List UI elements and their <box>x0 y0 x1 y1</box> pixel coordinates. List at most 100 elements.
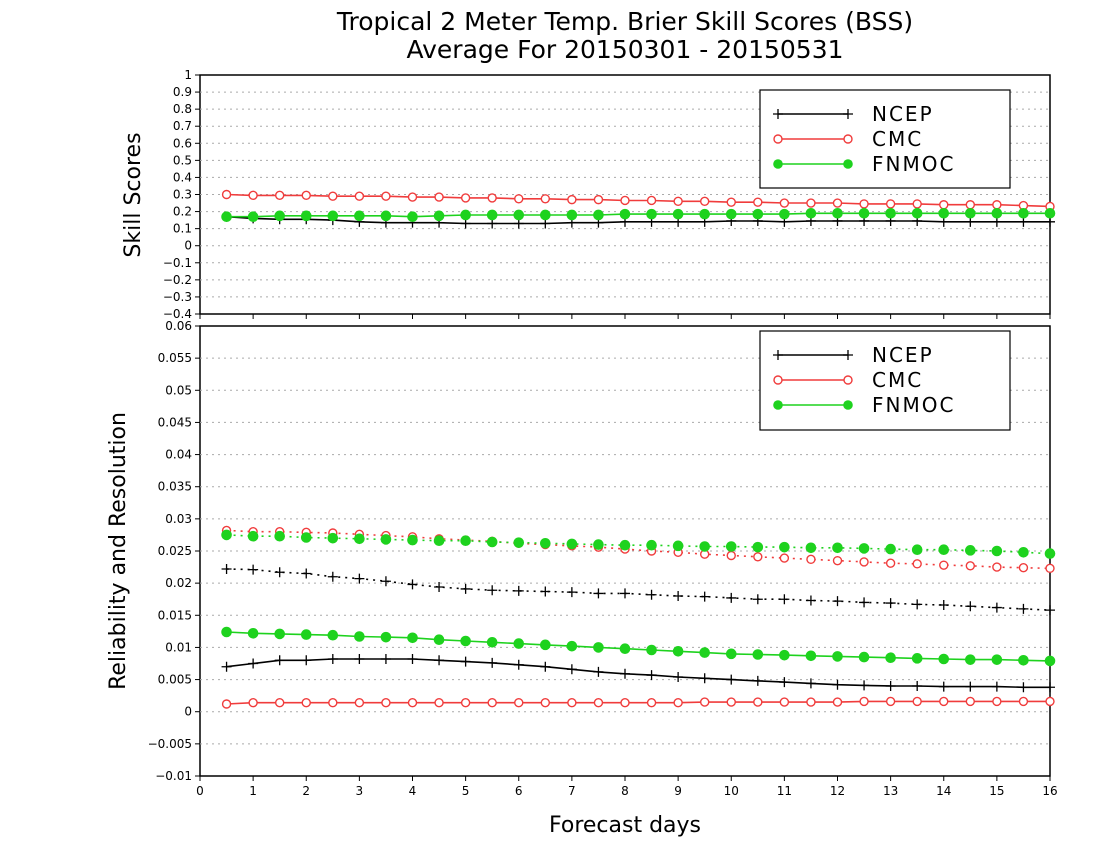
bottom-series-fnmoc-resolution-point <box>938 544 950 556</box>
top-series-cmc-point <box>407 192 418 202</box>
bottom-series-fnmoc-resolution-point <box>672 540 684 552</box>
bottom-series-cmc-reliability-point <box>567 698 577 708</box>
bottom-series-ncep-resolution-point <box>938 600 949 610</box>
x-tick-label: 15 <box>989 784 1004 798</box>
top-series-fnmoc-point <box>672 208 684 220</box>
top-y-tick-label: 1 <box>184 68 192 82</box>
top-legend-label-cmc: CMC <box>872 127 923 151</box>
top-panel: 1 0.9 0.8 0.7 0.6 0.5 0.4 0.3 0.2 0.1 0 −0.1 −0.2 −0.… <box>163 68 1056 321</box>
top-series-cmc-point <box>939 200 949 210</box>
bottom-series-fnmoc-reliability-point <box>327 629 339 641</box>
bottom-series-ncep-reliability-point <box>407 654 418 664</box>
top-y-tick-label: 0.4 <box>173 170 192 184</box>
top-series-cmc-point <box>274 190 285 201</box>
bottom-y-tick-label: 0.035 <box>158 480 192 494</box>
bottom-series-fnmoc-resolution-point <box>646 539 657 551</box>
bottom-series-ncep-reliability-point <box>965 681 976 692</box>
bottom-series-ncep-reliability-point <box>566 664 577 675</box>
bottom-series-fnmoc-reliability-point <box>725 648 737 660</box>
top-series-fnmoc-point <box>619 208 631 220</box>
bottom-series-fnmoc-resolution-point <box>965 545 976 556</box>
bottom-series-cmc-reliability-point <box>859 696 869 707</box>
bottom-series-ncep-resolution-point <box>274 567 285 578</box>
bottom-series-fnmoc-resolution-point <box>354 533 365 545</box>
bottom-series-ncep-reliability-point <box>752 675 763 686</box>
bottom-series-cmc-resolution-point <box>939 560 949 570</box>
top-series-fnmoc-point <box>540 209 551 221</box>
bottom-series-cmc-reliability-point <box>832 697 843 707</box>
bottom-series-fnmoc-reliability-line <box>226 631 1051 662</box>
bottom-series-ncep-reliability-point <box>380 654 391 664</box>
bottom-y-tick-label: −0.01 <box>155 769 192 783</box>
bottom-series-fnmoc-resolution-point <box>221 529 232 541</box>
bottom-series-fnmoc-reliability-point <box>566 640 578 652</box>
top-series-cmc-point <box>992 200 1002 210</box>
bottom-series-ncep-resolution-point <box>593 588 604 599</box>
bottom-series-fnmoc-reliability-point <box>407 632 418 644</box>
top-series-fnmoc-point <box>779 208 790 220</box>
bottom-series-cmc-resolution-point <box>859 557 869 567</box>
bottom-series-ncep-resolution-point <box>301 568 312 579</box>
top-series-fnmoc-point <box>858 207 870 219</box>
bottom-series-fnmoc-resolution-point <box>885 543 896 555</box>
bottom-series-fnmoc-resolution-point <box>832 542 843 554</box>
bottom-series-cmc-reliability-point <box>354 698 365 708</box>
top-legend-marker <box>843 109 853 119</box>
bottom-series-cmc-reliability-point <box>992 696 1002 707</box>
bottom-series-ncep-reliability-point <box>327 654 338 664</box>
bottom-series-ncep-reliability-point <box>274 655 285 666</box>
bottom-series-fnmoc-reliability-point <box>911 653 923 664</box>
bottom-series-ncep-reliability-point <box>301 655 312 666</box>
bottom-series-cmc-reliability-point <box>912 696 922 707</box>
bottom-series-ncep-resolution-point <box>620 588 630 599</box>
top-series-cmc-point <box>514 194 524 204</box>
bottom-series-ncep-reliability-point <box>593 666 604 677</box>
bottom-legend-marker <box>843 375 853 385</box>
top-series-cmc-point <box>460 193 471 203</box>
bottom-series-cmc-reliability-point <box>1018 696 1029 707</box>
bottom-series-cmc-reliability-point <box>248 698 258 708</box>
bottom-series-ncep-reliability-point <box>487 657 498 668</box>
top-series-cmc-point <box>832 198 843 208</box>
bottom-series-ncep-resolution-point <box>513 585 524 596</box>
top-series-fnmoc-point <box>327 210 339 222</box>
bottom-series-ncep-reliability-point <box>1018 682 1029 693</box>
bottom-series-ncep-reliability-point <box>991 681 1002 692</box>
top-series-fnmoc-point <box>752 208 764 220</box>
top-series-fnmoc-point <box>938 207 950 219</box>
top-series-cmc-point <box>221 189 232 200</box>
bottom-series-fnmoc-resolution-point <box>274 530 285 542</box>
bottom-legend-label-ncep: NCEP <box>872 343 934 367</box>
bottom-y-tick-label: 0.03 <box>165 512 192 526</box>
x-tick-label: 11 <box>777 784 792 798</box>
bottom-y-tick-label: 0.04 <box>165 448 192 462</box>
bottom-series-ncep-reliability-point <box>726 674 737 685</box>
bottom-series-cmc-resolution-point <box>1045 563 1055 574</box>
bottom-series-ncep-resolution-point <box>407 579 418 590</box>
bottom-series-fnmoc-resolution-point <box>1018 546 1029 558</box>
bottom-series-ncep-resolution-point <box>912 599 923 610</box>
top-y-tick-label: 0.2 <box>173 205 192 219</box>
top-series-fnmoc-point <box>300 210 312 222</box>
bottom-series-fnmoc-reliability-point <box>672 645 684 657</box>
top-series-fnmoc-point <box>354 210 365 222</box>
bottom-series-fnmoc-reliability-point <box>805 650 817 662</box>
bottom-series-cmc-resolution-point <box>965 561 976 571</box>
bottom-series-ncep-reliability-point <box>434 655 445 666</box>
bottom-series-fnmoc-reliability-point <box>885 652 896 664</box>
bottom-series-ncep-resolution-point <box>673 591 684 601</box>
bottom-series-cmc-reliability-point <box>673 698 683 708</box>
top-y-tick-label: 0.6 <box>173 136 192 150</box>
bottom-series-fnmoc-reliability-point <box>354 631 365 642</box>
bottom-legend-label-fnmoc: FNMOC <box>872 393 955 417</box>
bottom-series-cmc-reliability-point <box>274 698 285 708</box>
bottom-series-cmc-reliability-line <box>226 700 1050 705</box>
bottom-series-ncep-resolution-point <box>752 594 763 605</box>
x-tick-label: 2 <box>302 784 310 798</box>
bottom-series-cmc-reliability-point <box>540 698 551 708</box>
top-series-fnmoc-point <box>805 207 817 219</box>
x-tick-label: 16 <box>1042 784 1057 798</box>
bottom-series-ncep-resolution-point <box>566 587 577 598</box>
top-series-cmc-point <box>806 198 816 208</box>
bottom-legend-marker <box>773 375 783 385</box>
